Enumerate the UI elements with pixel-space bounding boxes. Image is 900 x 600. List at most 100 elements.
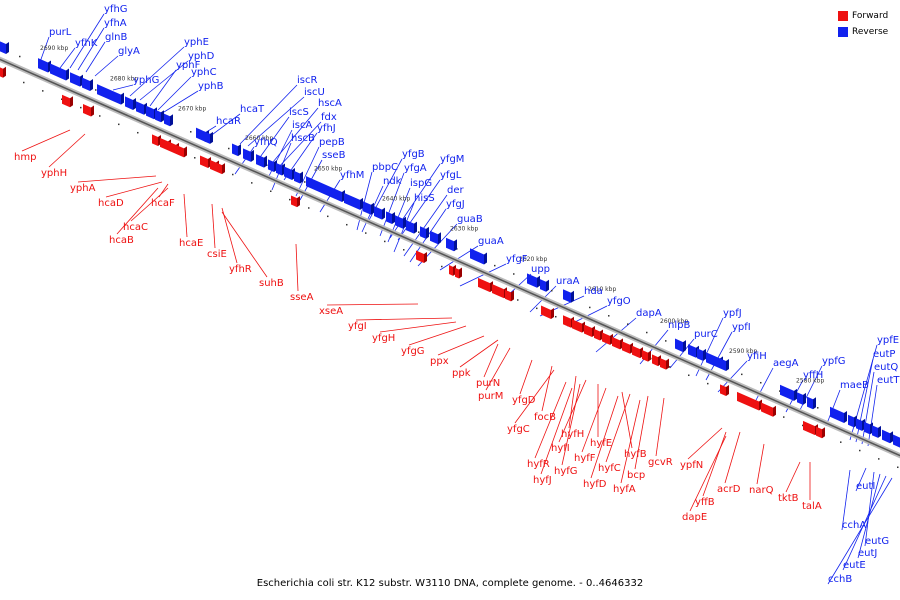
gene-label-yfgO[interactable]: yfgO — [607, 296, 631, 307]
gene-label-hcaF[interactable]: hcaF — [151, 198, 175, 209]
gene-label-hyfC[interactable]: hyfC — [598, 463, 621, 474]
gene-label-yfgD[interactable]: yfgD — [512, 395, 536, 406]
gene-label-yfgM[interactable]: yfgM — [440, 154, 464, 165]
gene-label-yfhQ[interactable]: yfhQ — [254, 137, 278, 148]
gene-label-iscA[interactable]: iscA — [292, 120, 312, 131]
gene-label-iscU[interactable]: iscU — [304, 87, 325, 98]
gene-label-yfhJ[interactable]: yfhJ — [317, 123, 336, 134]
gene-label-eutJ[interactable]: eutJ — [858, 548, 877, 559]
gene-label-purM[interactable]: purM — [478, 391, 503, 402]
gene-label-yffB[interactable]: yffB — [695, 497, 715, 508]
gene-label-hisS[interactable]: hisS — [414, 193, 435, 204]
gene-label-iscR[interactable]: iscR — [297, 75, 317, 86]
gene-label-pbpC[interactable]: pbpC — [372, 162, 398, 173]
gene-label-hda[interactable]: hda — [584, 286, 603, 297]
gene-label-hcaB[interactable]: hcaB — [109, 235, 134, 246]
gene-label-uraA[interactable]: uraA — [556, 276, 580, 287]
gene-label-cchA[interactable]: cchA — [842, 520, 866, 531]
gene-label-guaB[interactable]: guaB — [457, 214, 483, 225]
gene-label-ypfN[interactable]: ypfN — [680, 460, 703, 471]
gene-label-purN[interactable]: purN — [476, 378, 500, 389]
gene-label-hscB[interactable]: hscB — [291, 133, 315, 144]
gene-label-hyfE[interactable]: hyfE — [590, 438, 612, 449]
gene-label-hcaR[interactable]: hcaR — [216, 116, 241, 127]
gene-label-fdx[interactable]: fdx — [321, 112, 337, 123]
gene-label-hyfA[interactable]: hyfA — [613, 484, 636, 495]
gene-label-yfhR[interactable]: yfhR — [229, 264, 252, 275]
gene-label-ppk[interactable]: ppk — [452, 368, 471, 379]
gene-label-suhB[interactable]: suhB — [259, 278, 284, 289]
gene-label-hcaT[interactable]: hcaT — [240, 104, 265, 115]
gene-label-csiE[interactable]: csiE — [207, 249, 227, 260]
gene-label-yfgC[interactable]: yfgC — [507, 424, 530, 435]
gene-label-yfgH[interactable]: yfgH — [372, 333, 395, 344]
gene-label-acrD[interactable]: acrD — [717, 484, 741, 495]
gene-label-nlpB[interactable]: nlpB — [668, 320, 690, 331]
gene-label-yfgL[interactable]: yfgL — [440, 170, 462, 181]
gene-label-dapA[interactable]: dapA — [636, 308, 662, 319]
gene-label-ndk[interactable]: ndk — [383, 176, 402, 187]
gene-label-yffH[interactable]: yffH — [803, 370, 823, 381]
gene-label-xseA[interactable]: xseA — [319, 306, 343, 317]
gene-label-eutT[interactable]: eutT — [877, 375, 900, 386]
gene-label-guaA[interactable]: guaA — [478, 236, 504, 247]
gene-label-eutQ[interactable]: eutQ — [874, 362, 898, 373]
gene-label-yphH[interactable]: yphH — [41, 168, 67, 179]
gene-label-hyfJ[interactable]: hyfJ — [533, 475, 552, 486]
gene-label-der[interactable]: der — [447, 185, 465, 196]
gene-label-sseA[interactable]: sseA — [290, 292, 314, 303]
gene-label-eutG[interactable]: eutG — [865, 536, 889, 547]
gene-label-hyfB[interactable]: hyfB — [624, 449, 647, 460]
gene-label-talA[interactable]: talA — [802, 501, 822, 512]
gene-label-focB[interactable]: focB — [534, 412, 556, 423]
gene-label-yphA[interactable]: yphA — [70, 183, 96, 194]
gene-label-eutP[interactable]: eutP — [873, 349, 895, 360]
gene-label-maeB[interactable]: maeB — [840, 380, 869, 391]
gene-label-hscA[interactable]: hscA — [318, 98, 342, 109]
gene-label-upp[interactable]: upp — [531, 264, 550, 275]
gene-label-ypfJ[interactable]: ypfJ — [723, 308, 742, 319]
gene-label-tktB[interactable]: tktB — [778, 493, 799, 504]
gene-label-yfiH[interactable]: yfiH — [747, 351, 767, 362]
gene-label-narQ[interactable]: narQ — [749, 485, 774, 496]
gene-label-ispG[interactable]: ispG — [410, 178, 432, 189]
gene-label-hcaD[interactable]: hcaD — [98, 198, 124, 209]
gene-label-yphF[interactable]: yphF — [176, 60, 201, 71]
gene-label-purL[interactable]: purL — [49, 27, 72, 38]
gene-label-gcvR[interactable]: gcvR — [648, 457, 673, 468]
gene-label-yphC[interactable]: yphC — [191, 67, 217, 78]
gene-label-hyfR[interactable]: hyfR — [527, 459, 550, 470]
gene-label-hyfH[interactable]: hyfH — [561, 429, 584, 440]
gene-label-dapE[interactable]: dapE — [682, 512, 707, 523]
gene-label-yfhM[interactable]: yfhM — [340, 170, 364, 181]
gene-label-ypfG[interactable]: ypfG — [822, 356, 846, 367]
gene-label-ypfI[interactable]: ypfI — [732, 322, 751, 333]
gene-label-hyfG[interactable]: hyfG — [554, 466, 578, 477]
gene-label-hyfF[interactable]: hyfF — [574, 453, 596, 464]
gene-label-hmp[interactable]: hmp — [14, 152, 36, 163]
gene-label-purC[interactable]: purC — [694, 329, 718, 340]
gene-label-yphG[interactable]: yphG — [133, 75, 159, 86]
gene-label-pepB[interactable]: pepB — [319, 137, 345, 148]
gene-label-yfhG[interactable]: yfhG — [104, 4, 128, 15]
gene-label-hyfD[interactable]: hyfD — [583, 479, 607, 490]
gene-label-eutE[interactable]: eutE — [843, 560, 866, 571]
gene-label-bcp[interactable]: bcp — [627, 470, 645, 481]
gene-label-ypfE[interactable]: ypfE — [877, 335, 899, 346]
gene-label-glyA[interactable]: glyA — [118, 46, 140, 57]
gene-label-yfgB[interactable]: yfgB — [402, 149, 425, 160]
gene-label-sseB[interactable]: sseB — [322, 150, 346, 161]
gene-label-yfgJ[interactable]: yfgJ — [446, 199, 465, 210]
gene-label-yphE[interactable]: yphE — [184, 37, 209, 48]
gene-label-hcaE[interactable]: hcaE — [179, 238, 203, 249]
gene-label-yfgI[interactable]: yfgI — [348, 321, 367, 332]
gene-label-yfgF[interactable]: yfgF — [506, 254, 528, 265]
gene-label-yfhK[interactable]: yfhK — [75, 38, 98, 49]
gene-label-yfhA[interactable]: yfhA — [104, 18, 127, 29]
gene-label-yphB[interactable]: yphB — [198, 81, 224, 92]
gene-label-ppx[interactable]: ppx — [430, 356, 449, 367]
gene-label-aegA[interactable]: aegA — [773, 358, 799, 369]
gene-label-yfgG[interactable]: yfgG — [401, 346, 425, 357]
gene-label-glnB[interactable]: glnB — [105, 32, 127, 43]
gene-label-cchB[interactable]: cchB — [828, 574, 852, 585]
